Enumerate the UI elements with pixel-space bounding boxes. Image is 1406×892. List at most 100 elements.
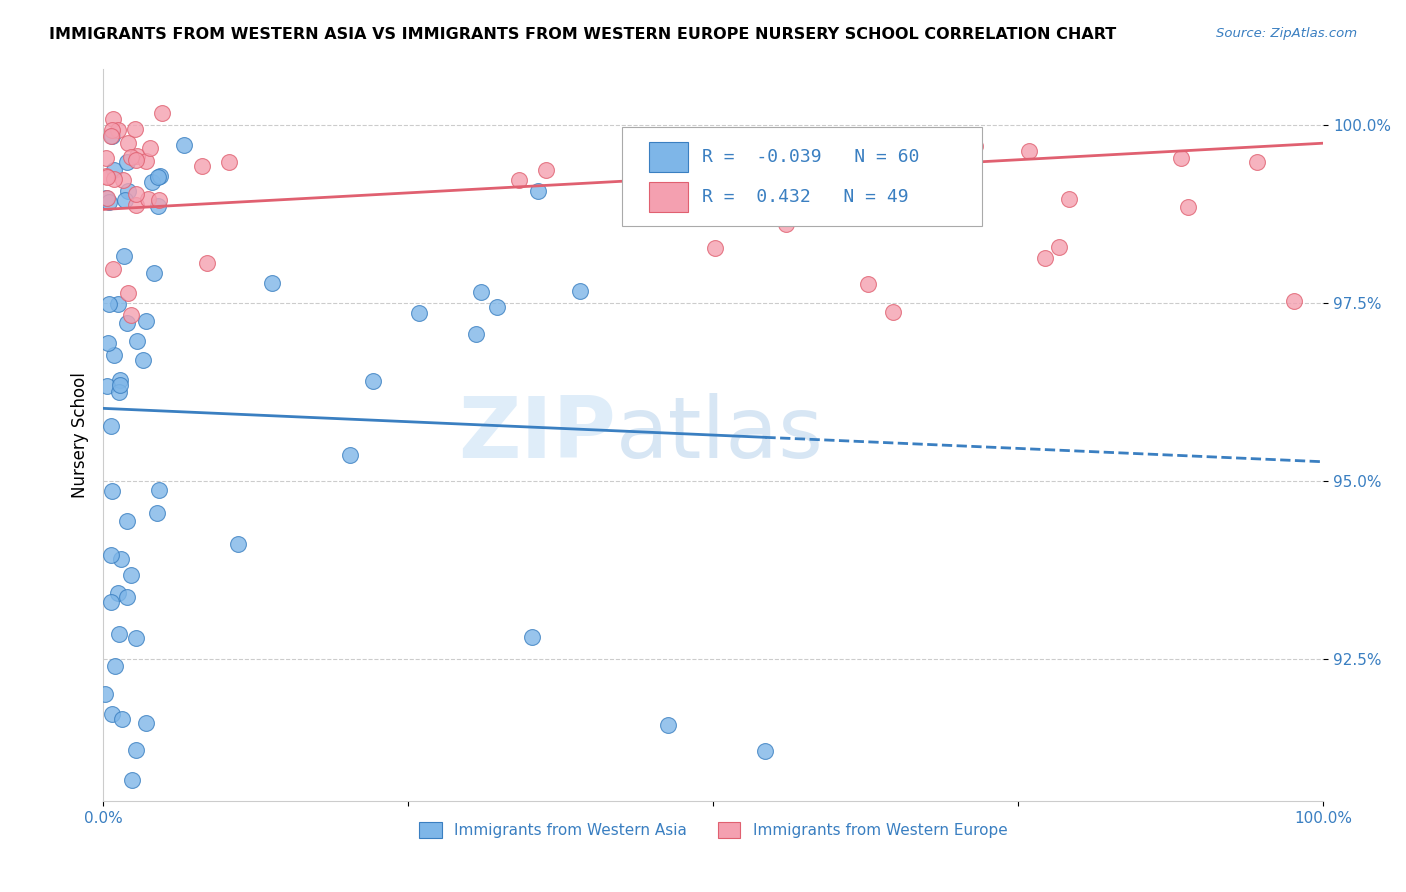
Point xyxy=(110,552,132,566)
Point xyxy=(173,137,195,152)
Point xyxy=(107,586,129,600)
Point xyxy=(124,122,146,136)
Point xyxy=(657,718,679,732)
Text: Source: ZipAtlas.com: Source: ZipAtlas.com xyxy=(1216,27,1357,40)
Point xyxy=(121,308,143,322)
Point xyxy=(96,378,118,392)
Point xyxy=(941,167,963,181)
Point xyxy=(100,548,122,562)
Point xyxy=(1177,200,1199,214)
Point xyxy=(121,772,143,787)
Point xyxy=(96,169,118,184)
Point xyxy=(97,195,120,210)
Point xyxy=(688,173,710,187)
Point xyxy=(117,285,139,300)
Text: ZIP: ZIP xyxy=(458,393,616,476)
Point xyxy=(135,715,157,730)
Legend: Immigrants from Western Asia, Immigrants from Western Europe: Immigrants from Western Asia, Immigrants… xyxy=(413,816,1014,845)
Point xyxy=(143,266,166,280)
Point xyxy=(124,631,146,645)
Point xyxy=(508,173,530,187)
Point xyxy=(96,190,118,204)
Point xyxy=(101,484,124,499)
Text: atlas: atlas xyxy=(616,393,824,476)
Point xyxy=(853,185,876,199)
Point xyxy=(108,373,131,387)
Point xyxy=(103,658,125,673)
Text: R =  -0.039   N = 60: R = -0.039 N = 60 xyxy=(702,148,920,166)
Point xyxy=(1047,240,1070,254)
Point xyxy=(146,506,169,520)
Point xyxy=(139,141,162,155)
Point xyxy=(520,631,543,645)
Point xyxy=(470,285,492,299)
Point xyxy=(94,191,117,205)
Point xyxy=(125,153,148,167)
Point xyxy=(97,297,120,311)
Point xyxy=(191,159,214,173)
Point xyxy=(103,348,125,362)
Point xyxy=(117,590,139,604)
Point xyxy=(127,334,149,348)
Point xyxy=(408,306,430,320)
Point xyxy=(568,284,591,298)
Point xyxy=(110,378,132,392)
Point xyxy=(339,448,361,462)
Point xyxy=(148,199,170,213)
Point xyxy=(103,112,125,127)
Point xyxy=(103,163,125,178)
Point xyxy=(536,163,558,178)
Point xyxy=(101,128,124,143)
Point xyxy=(226,537,249,551)
Y-axis label: Nursery School: Nursery School xyxy=(72,372,89,498)
Point xyxy=(138,192,160,206)
Point xyxy=(120,150,142,164)
Point xyxy=(100,595,122,609)
Point xyxy=(94,151,117,165)
Point xyxy=(195,256,218,270)
Point xyxy=(704,241,727,255)
Point xyxy=(94,169,117,184)
Point xyxy=(107,123,129,137)
Point xyxy=(683,136,706,150)
Point xyxy=(150,106,173,120)
Point xyxy=(111,712,134,726)
Point xyxy=(1057,192,1080,206)
Point xyxy=(141,175,163,189)
Point xyxy=(117,184,139,198)
Point xyxy=(114,193,136,207)
Point xyxy=(101,123,124,137)
Point xyxy=(1246,154,1268,169)
Point xyxy=(146,169,169,184)
Point xyxy=(120,568,142,582)
Text: IMMIGRANTS FROM WESTERN ASIA VS IMMIGRANTS FROM WESTERN EUROPE NURSERY SCHOOL CO: IMMIGRANTS FROM WESTERN ASIA VS IMMIGRAN… xyxy=(49,27,1116,42)
Point xyxy=(135,154,157,169)
FancyBboxPatch shape xyxy=(648,142,688,172)
Point xyxy=(124,186,146,201)
Point xyxy=(775,217,797,231)
Point xyxy=(108,385,131,400)
Point xyxy=(112,173,135,187)
Point xyxy=(218,154,240,169)
Point xyxy=(1282,294,1305,309)
Point xyxy=(100,418,122,433)
Point xyxy=(1018,144,1040,158)
Point xyxy=(260,276,283,290)
FancyBboxPatch shape xyxy=(621,127,981,226)
Point xyxy=(100,706,122,721)
Point xyxy=(793,129,815,144)
Point xyxy=(115,514,138,528)
Point xyxy=(820,171,842,186)
Point xyxy=(148,193,170,207)
Point xyxy=(1033,251,1056,265)
Point xyxy=(965,138,987,153)
Point xyxy=(103,172,125,186)
Point xyxy=(115,317,138,331)
Text: R =  0.432   N = 49: R = 0.432 N = 49 xyxy=(702,187,908,206)
Point xyxy=(127,148,149,162)
Point xyxy=(117,136,139,150)
Point xyxy=(464,326,486,341)
Point xyxy=(94,687,117,701)
Point xyxy=(115,154,138,169)
Point xyxy=(485,300,508,314)
